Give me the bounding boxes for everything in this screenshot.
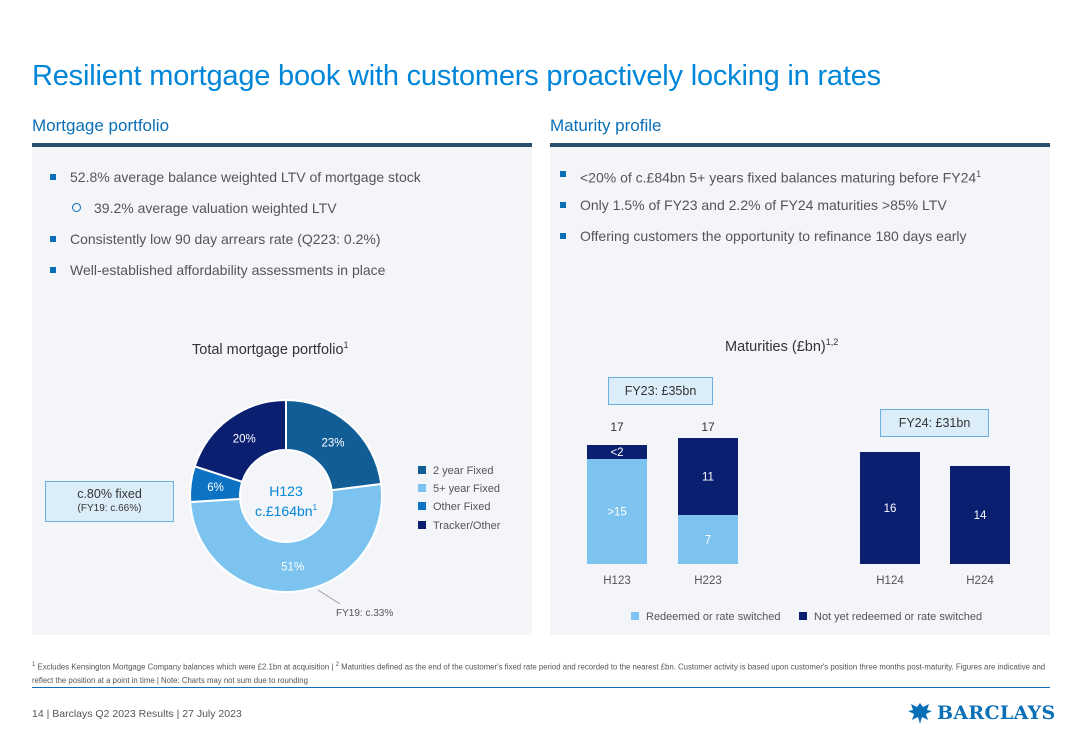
- fixed-share-callout: c.80% fixed (FY19: c.66%): [45, 481, 174, 522]
- x-tick-label: H123: [603, 575, 631, 587]
- bullet-marker: [560, 233, 566, 239]
- bar-h223-redeemed: [678, 515, 738, 564]
- bar-value-label: 7: [705, 535, 711, 547]
- legend-swatch: [799, 612, 807, 620]
- right-heading-rule: [550, 143, 1050, 147]
- bar-h223-not-redeemed: [678, 438, 738, 515]
- bullet-marker: [50, 174, 56, 180]
- bullet-marker: [560, 202, 566, 208]
- legend-swatch: [418, 484, 426, 492]
- deck-name: Barclays Q2 2023 Results: [52, 708, 174, 720]
- bullet-high-ltv-maturities: Only 1.5% of FY23 and 2.2% of FY24 matur…: [558, 195, 981, 226]
- sub-bullet-valuation-ltv: 39.2% average valuation weighted LTV: [48, 198, 421, 229]
- bullet-ltv: 52.8% average balance weighted LTV of mo…: [48, 167, 421, 198]
- legend-swatch: [631, 612, 639, 620]
- donut-center-label-1: H123: [269, 483, 303, 499]
- x-tick-label: H124: [876, 575, 904, 587]
- bullet-five-year-maturing: <20% of c.£84bn 5+ years fixed balances …: [558, 164, 981, 195]
- legend-redeemed: Redeemed or rate switched: [631, 611, 781, 623]
- fy24-callout: FY24: £31bn: [880, 409, 989, 437]
- mortgage-portfolio-bullets: 52.8% average balance weighted LTV of mo…: [48, 167, 421, 291]
- x-tick-label: H223: [694, 575, 722, 587]
- legend-swatch: [418, 521, 426, 529]
- bar-value-label: >15: [607, 507, 627, 519]
- bar-h124-not-redeemed: [860, 452, 920, 564]
- bullet-affordability: Well-established affordability assessmen…: [48, 260, 421, 291]
- bullet-marker: [50, 236, 56, 242]
- fy23-callout: FY23: £35bn: [608, 377, 713, 405]
- footnote: 1 Excludes Kensington Mortgage Company b…: [32, 662, 1046, 685]
- fixed-callout-sub: (FY19: c.66%): [77, 503, 142, 514]
- legend-5-year-fixed: 5+ year Fixed: [418, 483, 500, 495]
- bar-h224-not-redeemed: [950, 466, 1010, 564]
- donut-slice-tracker-other: [193, 398, 287, 484]
- donut-slice-label: 51%: [281, 562, 304, 574]
- page-title: Resilient mortgage book with customers p…: [32, 60, 881, 92]
- bullet-marker: [50, 267, 56, 273]
- barclays-logo: BARCLAYS: [907, 699, 1055, 727]
- five-year-note-leader: [317, 589, 341, 605]
- donut-slice-5-year-fixed: [189, 482, 383, 593]
- donut-chart-title: Total mortgage portfolio1: [192, 340, 349, 358]
- mortgage-portfolio-heading: Mortgage portfolio: [32, 116, 170, 135]
- footer-rule: [32, 687, 1050, 688]
- bar-h123-redeemed: [587, 459, 647, 564]
- legend-other-fixed: Other Fixed: [418, 501, 490, 513]
- donut-slice-label: 23%: [321, 438, 344, 450]
- footer: 14 | Barclays Q2 2023 Results | 27 July …: [32, 708, 242, 720]
- x-tick-label: H224: [966, 575, 994, 587]
- bar-value-label: 11: [702, 472, 714, 484]
- bar-total-label: 17: [701, 420, 715, 434]
- bar-value-label: <2: [610, 447, 623, 459]
- fixed-callout-main: c.80% fixed: [77, 487, 142, 501]
- eagle-icon: [908, 703, 932, 724]
- donut-center-label-2: c.£164bn1: [255, 503, 318, 519]
- legend-swatch: [418, 502, 426, 510]
- maturity-profile-heading: Maturity profile: [550, 116, 662, 135]
- legend-swatch: [418, 466, 426, 474]
- donut-slice-2-year-fixed: [285, 398, 383, 492]
- legend-tracker-other: Tracker/Other: [418, 520, 500, 532]
- donut-slice-label: 20%: [233, 434, 256, 446]
- bar-total-label: 17: [610, 420, 624, 434]
- legend-2-year-fixed: 2 year Fixed: [418, 465, 494, 477]
- maturities-chart-title: Maturities (£bn)1,2: [725, 337, 839, 355]
- deck-date: 27 July 2023: [182, 708, 242, 720]
- legend-not-redeemed: Not yet redeemed or rate switched: [799, 611, 982, 623]
- bullet-arrears: Consistently low 90 day arrears rate (Q2…: [48, 229, 421, 260]
- bar-value-label: 14: [974, 510, 987, 522]
- maturity-profile-bullets: <20% of c.£84bn 5+ years fixed balances …: [558, 164, 981, 257]
- five-year-note: FY19: c.33%: [336, 608, 393, 619]
- bar-h123-not-redeemed: [587, 445, 647, 459]
- bullet-refinance-early: Offering customers the opportunity to re…: [558, 226, 981, 257]
- page-number: 14: [32, 708, 44, 720]
- bullet-marker: [560, 171, 566, 177]
- left-heading-rule: [32, 143, 532, 147]
- bar-value-label: 16: [884, 503, 897, 515]
- sub-bullet-marker: [72, 203, 81, 212]
- donut-slice-label: 6%: [207, 482, 224, 494]
